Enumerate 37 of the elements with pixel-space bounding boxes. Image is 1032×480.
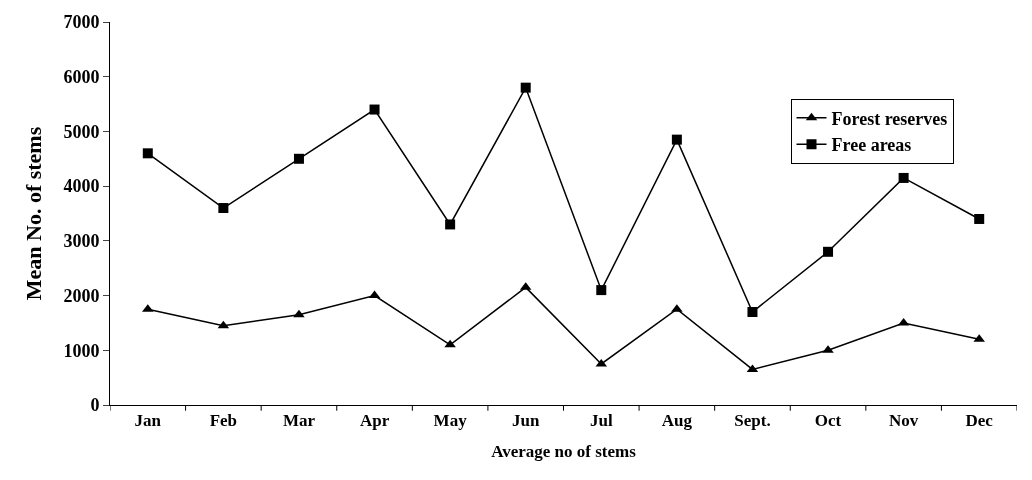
y-tick-label: 0 xyxy=(90,395,100,416)
point xyxy=(142,148,153,159)
point xyxy=(293,309,305,318)
x-tick-label: Dec xyxy=(965,411,994,431)
x-axis-title: Average no of stems xyxy=(491,441,637,461)
point xyxy=(823,246,834,257)
y-tick-label: 1000 xyxy=(63,340,100,361)
y-tick-label: 6000 xyxy=(63,67,100,88)
x-tick-label: Aug xyxy=(661,411,693,431)
x-tick-label: Nov xyxy=(888,411,919,431)
point xyxy=(293,153,304,164)
x-tick-label: Feb xyxy=(209,411,238,431)
x-tick-label: Oct xyxy=(814,411,842,431)
y-axis-title: Mean No. of stems xyxy=(21,126,47,301)
point xyxy=(898,172,909,183)
point xyxy=(596,285,607,296)
point xyxy=(218,203,229,214)
x-tick-label: Jan xyxy=(134,411,162,431)
y-tick-label: 4000 xyxy=(63,176,100,197)
x-tick-label: Apr xyxy=(359,411,390,431)
point xyxy=(445,219,456,230)
x-tick-label: May xyxy=(433,411,468,431)
legend-label: Free areas xyxy=(831,135,912,156)
x-tick-label: Jun xyxy=(512,411,540,431)
legend-label: Forest reserves xyxy=(831,108,948,129)
point xyxy=(671,134,682,145)
y-tick-label: 5000 xyxy=(63,121,100,142)
point xyxy=(974,213,985,224)
y-tick-label: 7000 xyxy=(63,12,100,33)
x-tick-label: Sept. xyxy=(734,411,771,431)
point xyxy=(369,104,380,115)
x-tick-label: Jul xyxy=(589,411,613,431)
point xyxy=(747,306,758,317)
y-tick-label: 2000 xyxy=(63,285,100,306)
point xyxy=(520,82,531,93)
y-tick-label: 3000 xyxy=(63,231,100,252)
x-tick-label: Mar xyxy=(282,411,316,431)
